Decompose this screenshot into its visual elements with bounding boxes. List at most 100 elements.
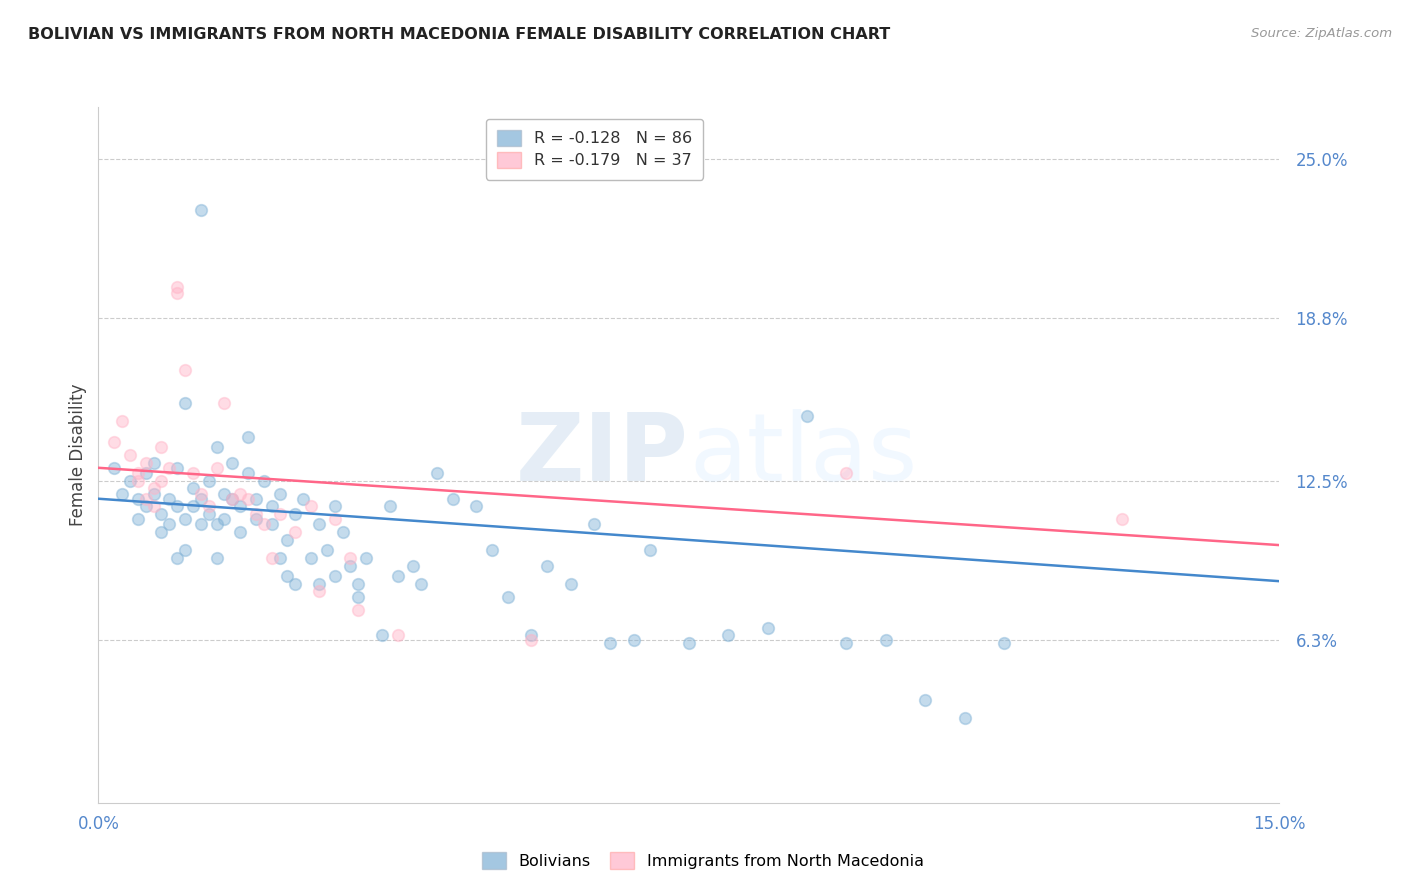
Point [481, 543, 503, 558]
Point [875, 633, 897, 648]
Point [347, 602, 370, 616]
Point [111, 486, 134, 500]
Y-axis label: Female Disability: Female Disability [69, 384, 87, 526]
Point [236, 491, 259, 506]
Point [536, 558, 558, 573]
Point [214, 396, 236, 410]
Point [229, 486, 252, 500]
Point [118, 474, 141, 488]
Point [371, 628, 394, 642]
Point [387, 569, 409, 583]
Point [835, 466, 858, 480]
Point [323, 512, 346, 526]
Point [142, 482, 165, 496]
Point [150, 474, 173, 488]
Point [135, 491, 157, 506]
Point [347, 576, 370, 591]
Point [205, 460, 228, 475]
Legend: Bolivians, Immigrants from North Macedonia: Bolivians, Immigrants from North Macedon… [475, 846, 931, 875]
Point [260, 500, 283, 514]
Point [221, 491, 243, 506]
Point [190, 203, 212, 218]
Point [135, 456, 157, 470]
Point [245, 491, 267, 506]
Point [835, 636, 858, 650]
Point [103, 435, 125, 450]
Point [245, 512, 267, 526]
Point [166, 460, 188, 475]
Point [496, 590, 519, 604]
Point [520, 633, 543, 648]
Point [245, 507, 267, 521]
Point [150, 507, 173, 521]
Point [269, 486, 291, 500]
Point [205, 517, 228, 532]
Point [150, 440, 173, 454]
Point [142, 456, 165, 470]
Point [181, 466, 204, 480]
Point [411, 576, 433, 591]
Point [347, 590, 370, 604]
Point [678, 636, 700, 650]
Point [181, 500, 204, 514]
Point [157, 460, 180, 475]
Point [426, 466, 449, 480]
Point [181, 482, 204, 496]
Point [299, 551, 322, 566]
Point [174, 543, 197, 558]
Point [269, 551, 291, 566]
Point [190, 517, 212, 532]
Point [205, 440, 228, 454]
Point [221, 456, 243, 470]
Point [638, 543, 661, 558]
Point [214, 486, 236, 500]
Point [190, 491, 212, 506]
Point [284, 576, 307, 591]
Point [276, 533, 298, 547]
Point [253, 517, 276, 532]
Point [354, 551, 377, 566]
Point [127, 474, 149, 488]
Point [260, 517, 283, 532]
Point [197, 507, 219, 521]
Point [127, 491, 149, 506]
Point [118, 448, 141, 462]
Point [166, 500, 188, 514]
Point [308, 517, 330, 532]
Point [284, 507, 307, 521]
Point [229, 500, 252, 514]
Point [796, 409, 818, 424]
Text: atlas: atlas [689, 409, 917, 501]
Point [127, 466, 149, 480]
Point [135, 466, 157, 480]
Point [387, 628, 409, 642]
Point [441, 491, 464, 506]
Point [315, 543, 337, 558]
Point [135, 500, 157, 514]
Point [269, 507, 291, 521]
Point [174, 512, 197, 526]
Point [142, 500, 165, 514]
Point [308, 576, 330, 591]
Point [236, 466, 259, 480]
Text: Source: ZipAtlas.com: Source: ZipAtlas.com [1251, 27, 1392, 40]
Point [332, 525, 354, 540]
Point [174, 396, 197, 410]
Point [174, 363, 197, 377]
Point [308, 584, 330, 599]
Point [142, 486, 165, 500]
Point [150, 525, 173, 540]
Point [299, 500, 322, 514]
Point [1111, 512, 1133, 526]
Point [284, 525, 307, 540]
Point [103, 460, 125, 475]
Point [323, 500, 346, 514]
Point [197, 500, 219, 514]
Point [127, 512, 149, 526]
Point [166, 285, 188, 300]
Point [560, 576, 582, 591]
Point [339, 551, 361, 566]
Point [157, 517, 180, 532]
Point [756, 621, 779, 635]
Point [166, 280, 188, 294]
